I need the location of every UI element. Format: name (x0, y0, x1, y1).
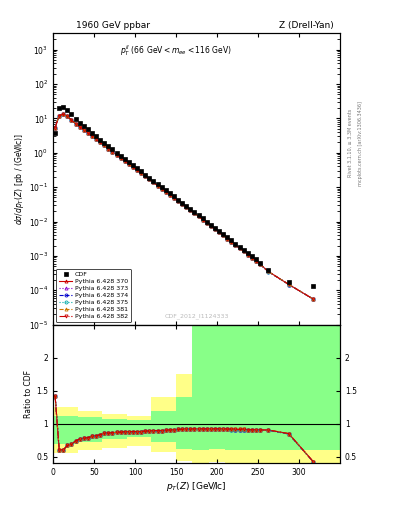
Line: Pythia 6.428 382: Pythia 6.428 382 (53, 113, 315, 301)
Pythia 6.428 370 (176, 198, 180, 204)
Pythia 6.428 375 (61, 111, 66, 117)
Text: mcplots.cern.ch [arXiv:1306.3436]: mcplots.cern.ch [arXiv:1306.3436] (358, 101, 364, 186)
Pythia 6.428 373 (188, 207, 193, 214)
Pythia 6.428 382 (53, 124, 57, 131)
Line: CDF: CDF (53, 104, 316, 288)
Pythia 6.428 373 (61, 111, 66, 117)
Pythia 6.428 375 (188, 207, 193, 214)
Pythia 6.428 373 (184, 204, 189, 210)
CDF (94, 133, 99, 139)
Pythia 6.428 381 (176, 198, 180, 204)
Pythia 6.428 375 (139, 170, 143, 176)
Pythia 6.428 373 (204, 220, 209, 226)
Pythia 6.428 382 (61, 111, 66, 117)
Pythia 6.428 374 (204, 220, 209, 226)
Pythia 6.428 374 (188, 207, 193, 214)
Pythia 6.428 375 (94, 136, 99, 142)
Pythia 6.428 374 (53, 124, 57, 131)
Pythia 6.428 375 (53, 124, 57, 131)
Pythia 6.428 382 (94, 136, 99, 142)
CDF (188, 206, 193, 212)
Line: Pythia 6.428 375: Pythia 6.428 375 (53, 113, 315, 301)
CDF (184, 203, 189, 209)
Pythia 6.428 375 (176, 198, 180, 204)
Text: Rivet 3.1.10, ≥ 3.3M events: Rivet 3.1.10, ≥ 3.3M events (348, 109, 353, 178)
Text: 1960 GeV ppbar: 1960 GeV ppbar (76, 20, 150, 30)
Pythia 6.428 381 (61, 111, 66, 117)
Pythia 6.428 370 (61, 111, 66, 117)
CDF (204, 219, 209, 225)
Pythia 6.428 375 (184, 204, 189, 210)
Text: CDF_2012_I1124333: CDF_2012_I1124333 (164, 313, 229, 319)
CDF (139, 168, 143, 175)
Pythia 6.428 370 (184, 204, 189, 210)
Pythia 6.428 373 (139, 170, 143, 176)
Pythia 6.428 370 (53, 124, 57, 131)
Pythia 6.428 381 (311, 296, 316, 302)
Line: Pythia 6.428 373: Pythia 6.428 373 (53, 113, 315, 301)
Pythia 6.428 373 (53, 124, 57, 131)
Pythia 6.428 374 (311, 296, 316, 302)
CDF (61, 103, 66, 110)
Pythia 6.428 374 (61, 111, 66, 117)
Pythia 6.428 374 (176, 198, 180, 204)
Y-axis label: $d\sigma/dp_T(Z)\ [\mathrm{pb}\ /\ (\mathrm{GeV\!/\!lc})]$: $d\sigma/dp_T(Z)\ [\mathrm{pb}\ /\ (\mat… (13, 133, 26, 225)
CDF (53, 130, 57, 136)
Pythia 6.428 381 (139, 170, 143, 176)
Pythia 6.428 370 (188, 207, 193, 214)
Pythia 6.428 374 (139, 170, 143, 176)
Pythia 6.428 381 (94, 136, 99, 142)
CDF (176, 197, 180, 203)
Pythia 6.428 374 (184, 204, 189, 210)
Pythia 6.428 370 (204, 220, 209, 226)
Pythia 6.428 370 (139, 170, 143, 176)
Text: Z (Drell-Yan): Z (Drell-Yan) (279, 20, 334, 30)
Pythia 6.428 381 (53, 124, 57, 131)
X-axis label: $p_T(Z)\ [\mathrm{GeV\!/\!lc}]$: $p_T(Z)\ [\mathrm{GeV\!/\!lc}]$ (166, 480, 227, 493)
Pythia 6.428 382 (188, 207, 193, 214)
Pythia 6.428 375 (204, 220, 209, 226)
Text: $p_T^{ll}\ (66\ \mathrm{GeV} < m_{ee} < 116\ \mathrm{GeV})$: $p_T^{ll}\ (66\ \mathrm{GeV} < m_{ee} < … (120, 44, 232, 58)
Pythia 6.428 382 (184, 204, 189, 210)
Pythia 6.428 373 (311, 296, 316, 302)
Y-axis label: Ratio to CDF: Ratio to CDF (24, 370, 33, 418)
Pythia 6.428 373 (176, 198, 180, 204)
Pythia 6.428 382 (311, 296, 316, 302)
Line: Pythia 6.428 381: Pythia 6.428 381 (53, 113, 315, 301)
Pythia 6.428 382 (139, 170, 143, 176)
Pythia 6.428 382 (204, 220, 209, 226)
Legend: CDF, Pythia 6.428 370, Pythia 6.428 373, Pythia 6.428 374, Pythia 6.428 375, Pyt: CDF, Pythia 6.428 370, Pythia 6.428 373,… (55, 269, 131, 322)
Line: Pythia 6.428 374: Pythia 6.428 374 (53, 113, 315, 301)
Pythia 6.428 373 (94, 136, 99, 142)
Pythia 6.428 374 (94, 136, 99, 142)
Pythia 6.428 381 (204, 220, 209, 226)
CDF (311, 283, 316, 289)
Pythia 6.428 381 (188, 207, 193, 214)
Pythia 6.428 381 (184, 204, 189, 210)
Pythia 6.428 370 (94, 136, 99, 142)
Pythia 6.428 375 (311, 296, 316, 302)
Line: Pythia 6.428 370: Pythia 6.428 370 (53, 113, 315, 301)
Pythia 6.428 370 (311, 296, 316, 302)
Pythia 6.428 382 (176, 198, 180, 204)
